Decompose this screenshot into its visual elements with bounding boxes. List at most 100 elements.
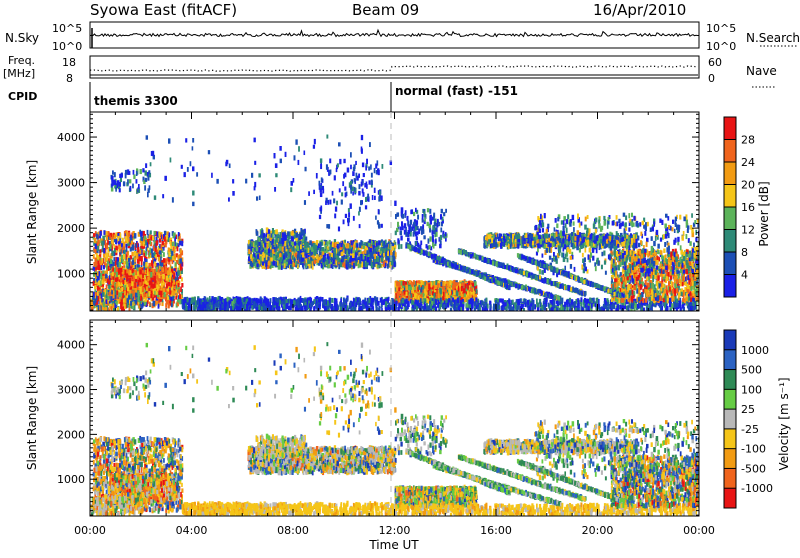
heatmap-cell [163,252,165,257]
heatmap-cell [168,247,170,252]
heatmap-cell [255,240,258,245]
heatmap-cell [97,271,99,276]
heatmap-cell [93,233,95,237]
heatmap-cell [276,238,278,243]
heatmap-cell [156,290,158,294]
heatmap-cell [103,302,105,307]
heatmap-cell [102,292,104,297]
heatmap-cell [307,259,309,264]
heatmap-cell [262,303,264,307]
heatmap-cell [131,252,133,257]
heatmap-cell [329,303,331,308]
heatmap-cell [295,261,297,265]
heatmap-cell [390,250,392,255]
heatmap-cell [342,304,344,308]
heatmap-cell [187,298,189,303]
heatmap-cell [143,242,145,246]
heatmap-cell [287,264,289,268]
heatmap-cell [252,248,254,252]
heatmap-cell [99,231,101,236]
heatmap-cell [95,299,97,303]
heatmap-cell [256,245,258,249]
heatmap-cell [339,188,341,192]
heatmap-cell [127,287,129,291]
heatmap-cell [166,276,168,281]
heatmap-cell [112,240,114,245]
heatmap-cell [93,266,95,270]
heatmap-cell [312,265,314,270]
heatmap-cell [147,277,149,282]
heatmap-cell [337,163,339,167]
heatmap-cell [119,262,121,267]
heatmap-cell [211,305,213,309]
heatmap-cell [154,261,156,266]
heatmap-cell [123,254,125,259]
heatmap-cell [381,196,383,201]
heatmap-cell [393,256,395,261]
heatmap-cell [176,275,178,280]
heatmap-cell [368,243,370,247]
heatmap-cell [320,158,322,162]
heatmap-cell [328,264,330,268]
heatmap-cell [367,257,369,262]
heatmap-cell [359,184,361,189]
heatmap-cell [385,252,387,256]
heatmap-cell [300,298,302,302]
heatmap-cell [333,260,335,265]
heatmap-cell [168,282,171,286]
heatmap-cell [266,262,268,267]
heatmap-cell [354,178,356,182]
heatmap-cell [297,255,299,260]
heatmap-cell [173,233,175,238]
heatmap-cell [135,293,138,298]
heatmap-cell [124,285,126,290]
heatmap-cell [154,231,156,235]
heatmap-cell [262,261,264,266]
heatmap-cell [342,257,344,261]
heatmap-cell [105,274,107,279]
heatmap-cell [348,250,350,254]
heatmap-cell [340,262,342,267]
heatmap-cell [202,302,204,307]
heatmap-cell [272,297,275,301]
heatmap-cell [264,297,266,301]
heatmap-cell [366,250,368,255]
heatmap-cell [382,164,384,169]
heatmap-cell [285,235,287,240]
heatmap-cell [150,230,152,234]
heatmap-cell [363,173,365,177]
heatmap-cell [288,254,290,258]
heatmap-cell [303,248,305,253]
heatmap-cell [98,305,100,310]
heatmap-cell [370,164,372,169]
nsky-panel: N.Sky 10^5 10^0 N.Search 10^5 10^0 [5,22,800,53]
heatmap-cell [218,296,220,300]
heatmap-cell [332,242,334,247]
heatmap-cell [109,292,111,296]
heatmap-cell [180,258,182,263]
heatmap-cell [153,269,155,273]
heatmap-cell [279,300,281,305]
heatmap-cell [296,245,298,250]
heatmap-cell [106,299,108,304]
heatmap-cell [126,247,128,252]
heatmap-cell [284,263,286,268]
heatmap-cell [393,251,395,256]
heatmap-cell [154,284,156,288]
heatmap-cell [188,306,190,311]
heatmap-cell [343,159,345,163]
heatmap-cell [316,254,318,259]
nsearch-bottom-label: 10^0 [706,40,736,53]
heatmap-cell [106,253,109,258]
heatmap-cell [248,249,250,254]
heatmap-cell [286,303,288,308]
heatmap-cell [163,274,165,279]
heatmap-cell [373,249,375,253]
heatmap-cell [130,301,132,306]
heatmap-cell [246,304,248,309]
heatmap-cell [93,292,95,297]
heatmap-cell [93,281,95,286]
heatmap-cell [98,271,100,276]
nsky-top-label: 10^5 [52,22,82,35]
